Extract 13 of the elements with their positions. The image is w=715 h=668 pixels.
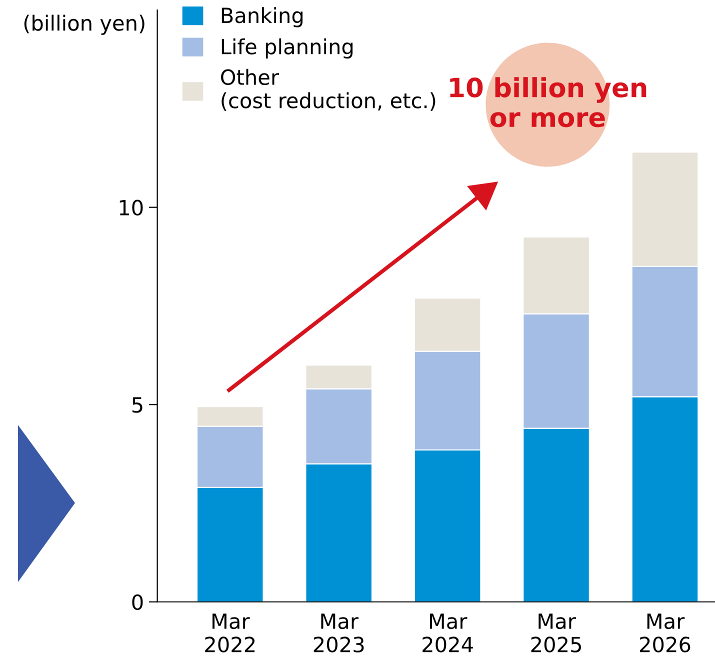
x-tick-label: Mar 2024: [422, 614, 473, 652]
x-tick-label: Mar 2023: [314, 614, 364, 652]
legend-label: Life planning: [222, 38, 353, 59]
x-tick-label: Mar 2022: [205, 614, 255, 652]
y-tick-label: 0: [132, 594, 143, 610]
annotation: 10 billion yen or more: [450, 77, 646, 128]
legend-label: Banking: [222, 7, 303, 28]
y-tick-label: 5: [132, 397, 142, 413]
x-tick-label: Mar 2026: [640, 614, 690, 652]
y-axis-title: (billion yen): [24, 14, 144, 35]
x-tick-label: Mar 2025: [531, 614, 581, 652]
legend-label: Other (cost reduction, etc.): [221, 68, 436, 111]
y-tick-label: 10: [120, 200, 143, 216]
